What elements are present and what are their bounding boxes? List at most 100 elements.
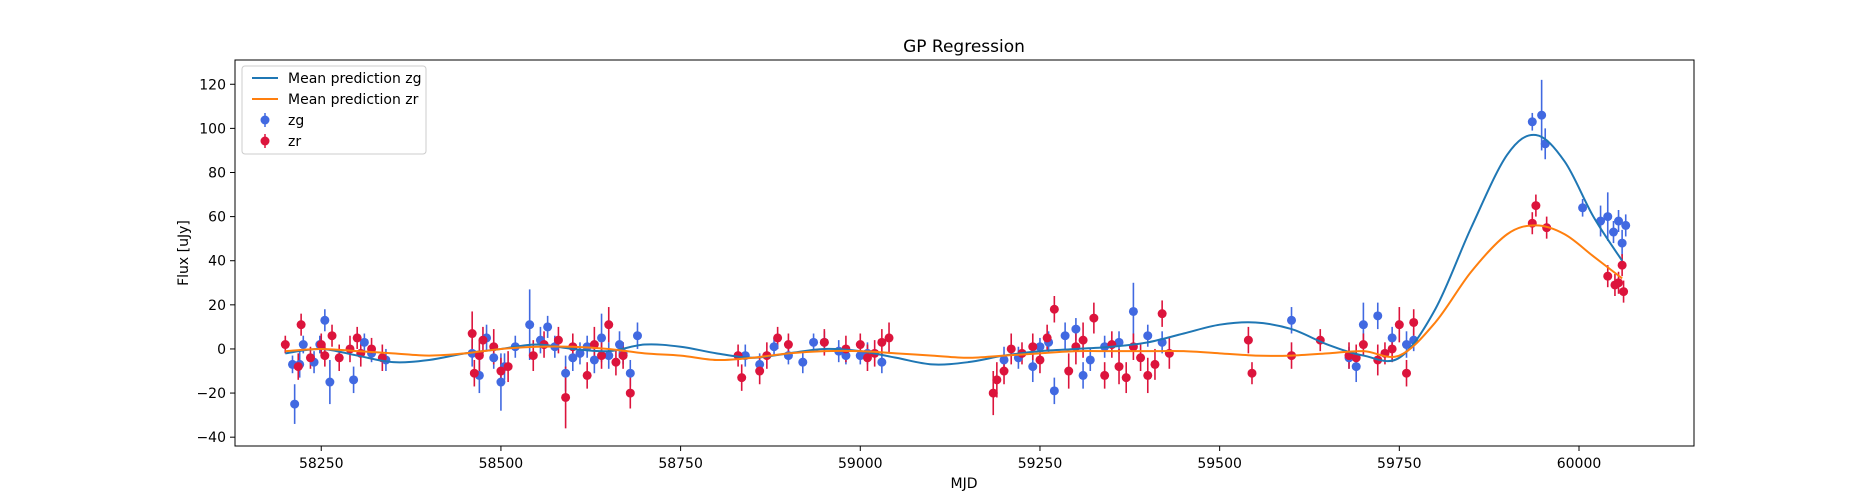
zr-point	[1078, 335, 1088, 345]
zr-point	[618, 351, 628, 361]
mean-prediction-lines	[285, 133, 1623, 366]
zg-point	[1603, 212, 1613, 222]
zg-point	[1617, 238, 1627, 248]
zr-point	[296, 320, 306, 330]
x-axis-label: MJD	[951, 476, 978, 492]
zg-point	[1128, 306, 1138, 316]
zr-point	[999, 366, 1009, 376]
x-axis: 58250 58500 58750 59000 59250 59500 59750 60000	[299, 446, 1601, 472]
zg-point	[625, 368, 635, 378]
zr-point	[611, 357, 621, 367]
legend-marker-zg	[260, 115, 270, 125]
zg-point	[604, 351, 614, 361]
zr-point	[1387, 344, 1397, 354]
zr-point	[1617, 260, 1627, 270]
zr-point	[334, 353, 344, 363]
zg-point	[1527, 117, 1537, 127]
zr-point	[773, 333, 783, 343]
zr-point	[1619, 287, 1629, 297]
zr-point	[280, 340, 290, 350]
zr-point	[469, 368, 479, 378]
chart-title: GP Regression	[903, 37, 1025, 57]
zg-point	[1578, 203, 1588, 213]
zg-point	[1085, 355, 1095, 365]
zr-point	[503, 362, 513, 372]
legend-label-mean-zr: Mean prediction zr	[288, 92, 419, 108]
zr-point	[992, 375, 1002, 385]
x-tick-label: 59000	[838, 456, 883, 472]
x-tick-label: 58750	[658, 456, 703, 472]
zg-point	[1071, 324, 1081, 334]
zg-point	[1351, 362, 1361, 372]
zr-point	[855, 340, 865, 350]
zr-point	[1531, 201, 1541, 211]
zg-point	[298, 340, 308, 350]
zg-point	[349, 375, 359, 385]
zr-point	[1143, 370, 1153, 380]
zg-point	[1373, 311, 1383, 321]
y-tick-label: 20	[208, 298, 226, 314]
zr-point	[1042, 333, 1052, 343]
zr-point	[327, 331, 337, 341]
zr-point	[1150, 359, 1160, 369]
zg-point	[1143, 331, 1153, 341]
zr-point	[553, 335, 563, 345]
zr-point	[1049, 304, 1059, 314]
zr-point	[561, 392, 571, 402]
zr-point	[1121, 373, 1131, 383]
zr-point	[597, 351, 607, 361]
zg-point	[1621, 220, 1631, 230]
x-tick-label: 59500	[1197, 456, 1242, 472]
zr-point	[1089, 313, 1099, 323]
zr-point	[496, 366, 506, 376]
zr-point	[1243, 335, 1253, 345]
zg-point	[568, 353, 578, 363]
zg-point	[615, 340, 625, 350]
zr-point	[1035, 355, 1045, 365]
zg-point	[769, 342, 779, 352]
zg-point	[543, 322, 553, 332]
zr-point	[293, 362, 303, 372]
zr-point	[1114, 362, 1124, 372]
legend-label-zr: zr	[288, 134, 301, 150]
y-tick-label: 120	[199, 77, 226, 93]
legend-marker-zr	[260, 136, 270, 146]
zg-point	[561, 368, 571, 378]
x-tick-label: 58250	[299, 456, 344, 472]
zg-point	[589, 355, 599, 365]
zg-point	[575, 348, 585, 358]
x-tick-label: 58500	[479, 456, 524, 472]
zg-point	[1402, 340, 1412, 350]
zr-point	[528, 351, 538, 361]
zg-point	[359, 337, 369, 347]
zg-point	[496, 377, 506, 387]
zr-point	[345, 344, 355, 354]
zg-point	[855, 351, 865, 361]
zr-point	[467, 329, 477, 339]
zg-point	[1409, 335, 1419, 345]
zg-point	[1078, 370, 1088, 380]
zr-point	[1603, 271, 1613, 281]
zg-point	[1609, 227, 1619, 237]
zr-point	[988, 388, 998, 398]
zg-point	[1387, 333, 1397, 343]
zg-point	[809, 337, 819, 347]
zr-point	[316, 340, 326, 350]
zg-point	[877, 357, 887, 367]
zr-point	[1247, 368, 1257, 378]
zr-point	[1409, 317, 1419, 327]
zr-point	[755, 366, 765, 376]
zr-point	[478, 335, 488, 345]
legend: Mean prediction zg Mean prediction zr zg…	[241, 65, 427, 155]
zr-point	[862, 353, 872, 363]
zr-point	[1402, 368, 1412, 378]
zr-point	[582, 370, 592, 380]
x-tick-label: 59250	[1018, 456, 1063, 472]
y-tick-label: 100	[199, 121, 226, 137]
zg-point	[1537, 110, 1547, 120]
x-tick-label: 60000	[1557, 456, 1602, 472]
y-axis-label: Flux [uJy]	[176, 220, 192, 286]
legend-box	[241, 65, 427, 155]
y-tick-label: 60	[208, 210, 226, 226]
